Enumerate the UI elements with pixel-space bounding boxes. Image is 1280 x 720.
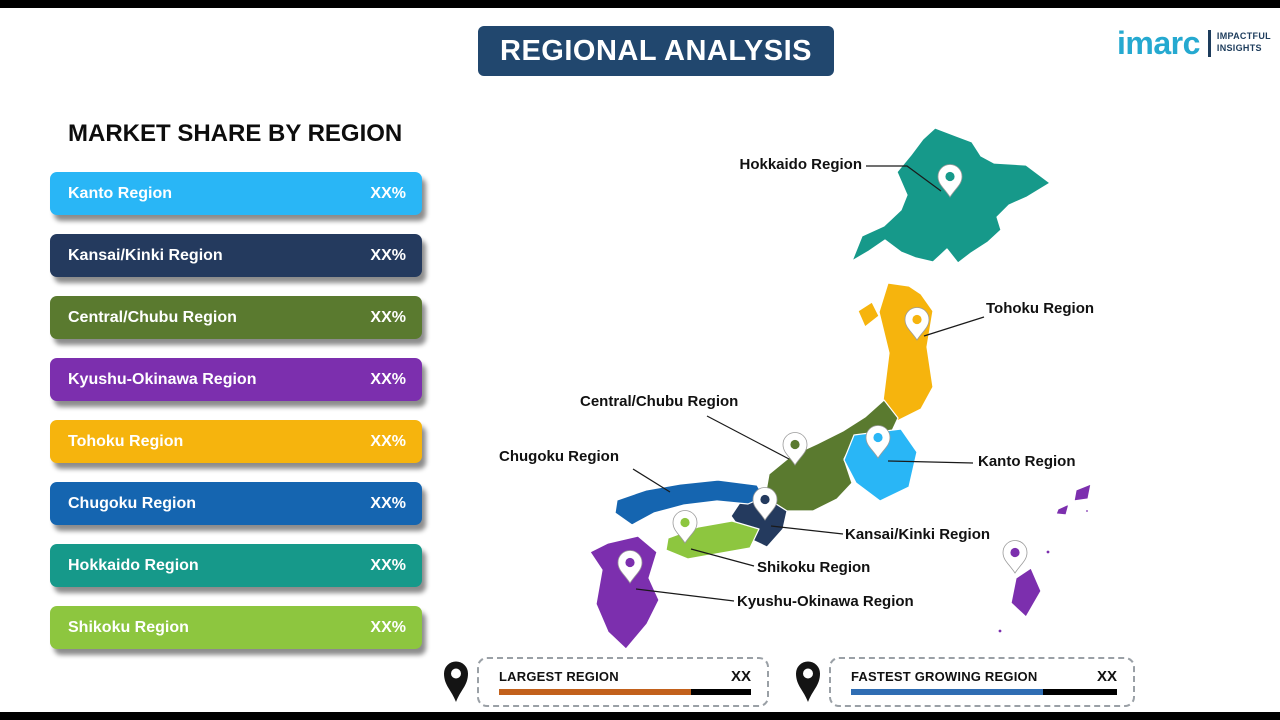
callout-line-shikoku	[690, 548, 755, 567]
region-value: XX%	[370, 494, 406, 512]
map-label-kyushu-okinawa: Kyushu-Okinawa Region	[737, 593, 914, 610]
largest-region-pin-icon	[444, 661, 468, 702]
largest-region-bar	[499, 688, 751, 695]
page-title-banner: REGIONAL ANALYSIS	[478, 26, 834, 76]
map-islet-okinawa-3	[1084, 508, 1090, 514]
japan-map	[589, 127, 1092, 676]
map-label-hokkaido: Hokkaido Region	[739, 156, 862, 173]
market-share-bar-chugoku: Chugoku Region XX%	[50, 482, 422, 525]
region-label: Central/Chubu Region	[68, 308, 237, 326]
bottom-edge-strip	[0, 712, 1280, 720]
region-label: Kansai/Kinki Region	[68, 246, 223, 264]
map-pin-shikoku	[672, 510, 698, 544]
market-share-bar-kyushu: Kyushu-Okinawa Region XX%	[50, 358, 422, 401]
callout-line-chubu	[706, 415, 790, 460]
pin-hole	[1010, 547, 1020, 558]
map-label-kanto: Kanto Region	[978, 453, 1076, 470]
region-label: Tohoku Region	[68, 432, 184, 450]
fastest-growing-pin-icon	[796, 661, 820, 702]
map-label-central-chubu: Central/Chubu Region	[580, 393, 739, 410]
map-island-sado	[857, 301, 880, 328]
largest-region-label: LARGEST REGION	[499, 668, 619, 684]
map-pin-hokkaido	[937, 164, 963, 198]
map-pin-kyushu	[617, 550, 643, 584]
region-value: XX%	[370, 370, 406, 388]
fastest-growing-legend: FASTEST GROWING REGION XX	[829, 657, 1135, 707]
largest-region-bar-rest	[690, 688, 751, 695]
pin-hole	[873, 432, 883, 443]
map-pin-okinawa	[1002, 540, 1028, 574]
pin-hole	[625, 557, 635, 568]
region-label: Shikoku Region	[68, 618, 189, 636]
fastest-growing-label: FASTEST GROWING REGION	[851, 668, 1038, 684]
pin-hole	[790, 439, 800, 450]
fastest-growing-bar-fill	[851, 688, 1043, 695]
map-region-tohoku	[878, 282, 934, 422]
region-label: Chugoku Region	[68, 494, 196, 512]
map-label-tohoku: Tohoku Region	[986, 300, 1095, 317]
pin-hole	[760, 494, 770, 505]
map-pin-chubu	[782, 432, 808, 466]
logo-divider	[1207, 29, 1211, 57]
logo-tagline-line1: IMPACTFUL	[1216, 31, 1271, 42]
fastest-growing-value: XX	[1096, 667, 1117, 685]
callout-line-kanto	[887, 460, 974, 464]
logo-tagline-line2: INSIGHTS	[1216, 43, 1262, 53]
fastest-growing-bar	[851, 688, 1117, 695]
map-pin-kansai	[752, 487, 778, 521]
pin-hole	[945, 171, 955, 182]
region-value: XX%	[370, 432, 406, 450]
market-share-bar-kanto: Kanto Region XX%	[50, 172, 422, 215]
largest-region-value: XX	[730, 667, 751, 685]
map-islet-okinawa-2	[1045, 549, 1051, 555]
market-share-bar-tohoku: Tohoku Region XX%	[50, 420, 422, 463]
fastest-growing-bar-rest	[1042, 688, 1117, 695]
map-label-shikoku: Shikoku Region	[757, 559, 871, 576]
region-value: XX%	[370, 308, 406, 326]
region-value: XX%	[370, 246, 406, 264]
largest-region-legend: LARGEST REGION XX	[477, 657, 769, 707]
region-value: XX%	[370, 618, 406, 636]
market-share-heading: MARKET SHARE BY REGION	[68, 120, 403, 147]
region-label: Hokkaido Region	[68, 556, 199, 574]
market-share-bar-hokkaido: Hokkaido Region XX%	[50, 544, 422, 587]
map-pin-tohoku	[904, 307, 930, 341]
callout-line-kansai	[770, 525, 844, 535]
map-label-chugoku: Chugoku Region	[499, 448, 619, 465]
map-pin-kanto	[865, 425, 891, 459]
map-island-okinawa-1	[1073, 483, 1092, 502]
market-share-bar-shikoku: Shikoku Region XX%	[50, 606, 422, 649]
callout-line-tohoku	[923, 316, 985, 337]
market-share-list: Kanto Region XX% Kansai/Kinki Region XX%…	[50, 172, 422, 668]
callout-line-hokkaido	[866, 165, 942, 192]
map-island-okinawa-2	[1055, 503, 1070, 516]
region-value: XX%	[370, 184, 406, 202]
pin-hole	[912, 314, 922, 325]
region-label: Kanto Region	[68, 184, 172, 202]
market-share-bar-chubu: Central/Chubu Region XX%	[50, 296, 422, 339]
imarc-logo-text: imarc	[1117, 25, 1200, 61]
map-region-kanto	[843, 428, 918, 502]
market-share-bar-kansai: Kansai/Kinki Region XX%	[50, 234, 422, 277]
logo-tagline: IMPACTFUL INSIGHTS	[1217, 31, 1271, 54]
region-value: XX%	[370, 556, 406, 574]
map-islet-okinawa-1	[997, 628, 1003, 634]
map-label-kansai: Kansai/Kinki Region	[845, 526, 991, 543]
region-label: Kyushu-Okinawa Region	[68, 370, 257, 388]
callout-line-chugoku	[632, 468, 671, 493]
map-island-okinawa-3	[1010, 567, 1042, 618]
imarc-logo: imarc IMPACTFUL INSIGHTS	[1117, 27, 1271, 59]
callout-line-kyushu	[635, 588, 735, 602]
pin-hole	[680, 517, 690, 528]
page-title: REGIONAL ANALYSIS	[500, 34, 812, 67]
map-region-chugoku	[614, 479, 765, 526]
top-edge-strip	[0, 0, 1280, 8]
largest-region-bar-fill	[499, 688, 691, 695]
